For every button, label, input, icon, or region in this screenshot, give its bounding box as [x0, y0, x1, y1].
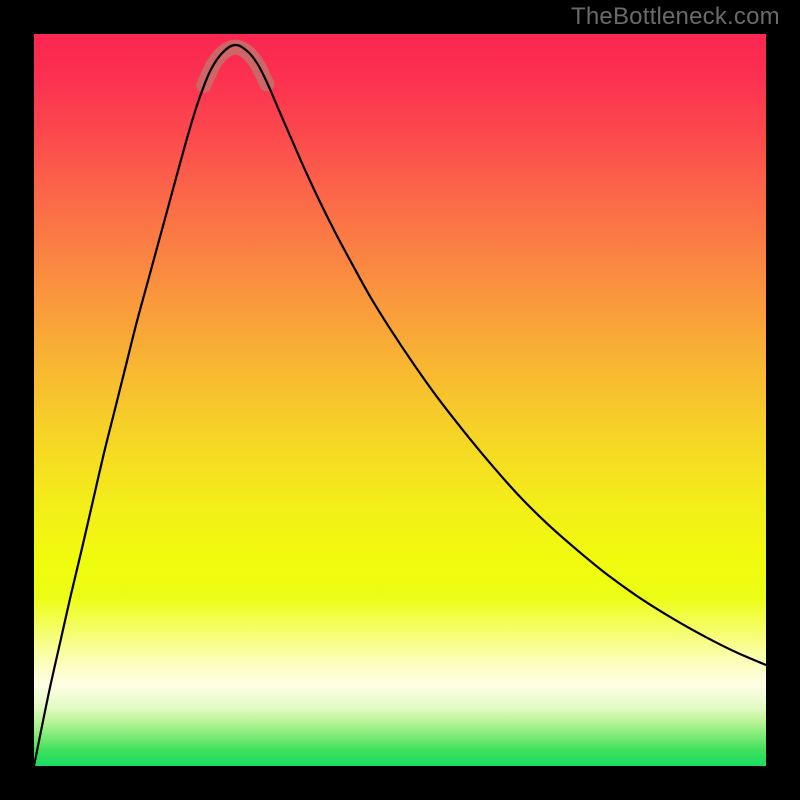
chart-plot	[34, 34, 766, 766]
watermark: TheBottleneck.com	[571, 3, 780, 31]
gradient-background	[34, 34, 766, 766]
chart-frame: TheBottleneck.com	[0, 0, 800, 800]
